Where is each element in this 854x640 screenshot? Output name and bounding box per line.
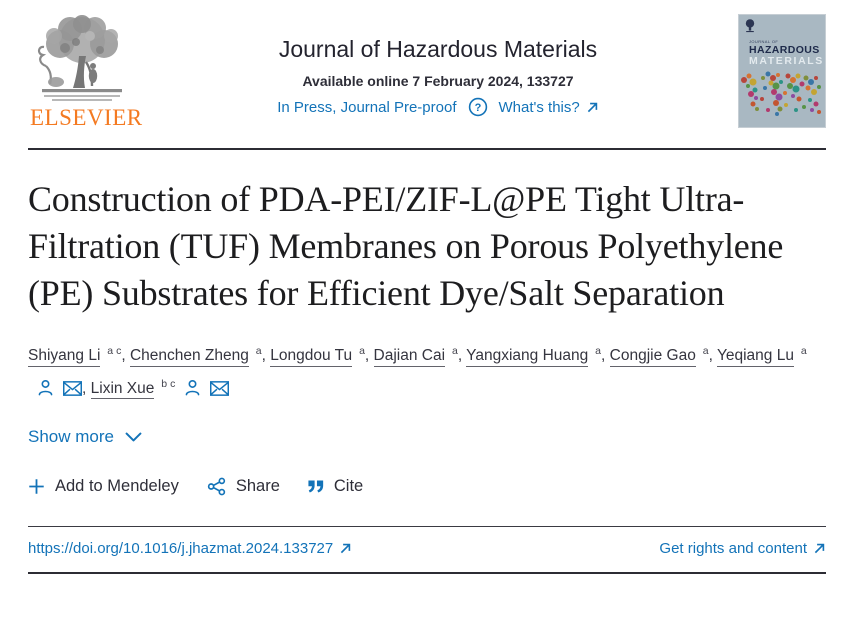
elsevier-tree-icon xyxy=(30,14,138,104)
in-press-link[interactable]: In Press, Journal Pre-proof xyxy=(277,98,457,116)
question-circle-icon[interactable]: ? xyxy=(468,97,488,117)
author-profile-icon[interactable] xyxy=(184,379,201,396)
svg-text:?: ? xyxy=(474,102,481,114)
author-list: Shiyang Li a c, Chenchen Zheng a, Longdo… xyxy=(28,340,826,405)
share-nodes-icon xyxy=(207,477,226,496)
elsevier-logo[interactable]: ELSEVIER xyxy=(30,14,143,131)
share-button[interactable]: Share xyxy=(207,477,280,496)
elsevier-wordmark: ELSEVIER xyxy=(30,105,143,130)
author-link[interactable]: Yeqiang Lu a xyxy=(716,346,807,367)
chevron-down-icon xyxy=(125,432,142,443)
external-link-icon xyxy=(339,542,352,555)
author-profile-icon[interactable] xyxy=(37,379,54,396)
add-to-mendeley-button[interactable]: Add to Mendeley xyxy=(28,477,179,496)
action-bar: Add to Mendeley Share xyxy=(28,477,826,496)
cover-title-line2: MATERIALS xyxy=(749,55,824,67)
quote-icon xyxy=(308,480,324,493)
status-row: In Press, Journal Pre-proof ? What's thi… xyxy=(138,97,738,117)
author-entry: Yangxiang Huang a, xyxy=(466,346,609,367)
author-entry: Dajian Cai a, xyxy=(373,346,467,367)
whats-this-link[interactable]: What's this? xyxy=(499,99,599,116)
author-link[interactable]: Dajian Cai a xyxy=(373,346,458,367)
author-entry: Longdou Tu a, xyxy=(270,346,373,367)
doi-link[interactable]: https://doi.org/10.1016/j.jhazmat.2024.1… xyxy=(28,540,352,557)
doi-bar: https://doi.org/10.1016/j.jhazmat.2024.1… xyxy=(28,526,826,557)
journal-info: Journal of Hazardous Materials Available… xyxy=(138,14,738,117)
external-link-icon xyxy=(813,542,826,555)
get-rights-link[interactable]: Get rights and content xyxy=(659,540,826,557)
show-more-button[interactable]: Show more xyxy=(28,427,142,447)
author-link[interactable]: Yangxiang Huang a xyxy=(466,346,601,367)
availability-text: Available online 7 February 2024, 133727 xyxy=(302,73,574,89)
journal-cover-thumbnail[interactable]: JOURNAL OF HAZARDOUS MATERIALS xyxy=(738,14,826,128)
article-title: Construction of PDA-PEI/ZIF-L@PE Tight U… xyxy=(28,179,784,313)
cover-title-line1: HAZARDOUS xyxy=(749,44,820,56)
journal-title-link[interactable]: Journal of Hazardous Materials xyxy=(278,36,598,62)
author-link[interactable]: Shiyang Li a c xyxy=(28,346,121,367)
author-entry: Congjie Gao a, xyxy=(609,346,717,367)
author-email-icon[interactable] xyxy=(63,381,82,396)
article-main: Construction of PDA-PEI/ZIF-L@PE Tight U… xyxy=(0,176,854,496)
author-link[interactable]: Congjie Gao a xyxy=(609,346,709,367)
author-email-icon[interactable] xyxy=(210,381,230,396)
author-link[interactable]: Longdou Tu a xyxy=(270,346,365,367)
header-divider xyxy=(28,148,826,150)
author-link[interactable]: Chenchen Zheng a xyxy=(129,346,262,367)
author-entry: Chenchen Zheng a, xyxy=(129,346,270,367)
author-link[interactable]: Lixin Xue b c xyxy=(90,379,175,400)
external-link-icon xyxy=(586,101,599,114)
cover-elsevier-mark-icon xyxy=(744,19,756,34)
cite-button[interactable]: Cite xyxy=(308,477,363,496)
plus-icon xyxy=(28,478,45,495)
author-entry: Lixin Xue b c xyxy=(90,379,230,400)
author-entry: Shiyang Li a c, xyxy=(28,346,130,367)
bottom-divider xyxy=(28,572,826,575)
journal-header: ELSEVIER Journal of Hazardous Materials … xyxy=(0,0,854,132)
cover-world-map-art xyxy=(741,71,821,116)
author-entry: Yeqiang Lu a, xyxy=(28,346,807,397)
cover-journal-of-text: JOURNAL OF xyxy=(749,39,779,44)
